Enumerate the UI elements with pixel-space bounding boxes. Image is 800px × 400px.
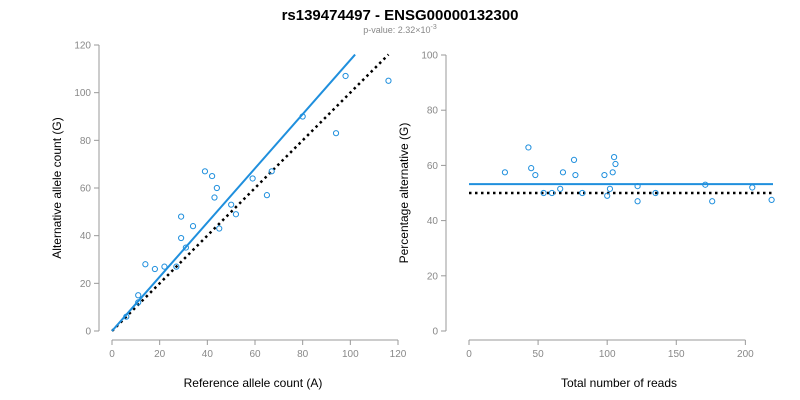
data-point [702,181,709,188]
data-point [540,189,547,197]
data-point [548,189,556,197]
y-tick-label: 80 [80,136,92,147]
data-point [559,169,567,176]
data-point [178,234,185,242]
x-tick-label: 100 [342,349,359,360]
data-point [532,171,539,179]
data-point [178,213,185,220]
data-point [249,175,256,182]
data-point [557,185,564,192]
x-tick-label: 80 [297,349,309,360]
data-point [332,130,340,137]
y-tick-label: 0 [432,327,438,338]
x-axis-title: Total number of reads [561,376,677,390]
y-tick-label: 80 [427,106,439,117]
y-tick-label: 40 [80,231,92,242]
y-tick-label: 20 [80,279,92,290]
data-point [161,263,168,270]
data-point [612,160,619,168]
x-tick-label: 200 [737,349,754,360]
y-tick-label: 120 [74,41,91,52]
x-tick-label: 50 [533,349,545,360]
data-point [609,169,616,176]
data-point [570,156,578,163]
y-axis-title: Percentage alternative (G) [397,123,411,264]
data-point [142,261,149,268]
data-point [604,192,611,199]
data-point [135,292,142,299]
data-point [211,194,218,201]
data-point [182,244,189,251]
data-point [610,154,618,161]
y-tick-label: 60 [80,184,92,195]
data-point [634,183,641,190]
data-point [123,313,130,320]
data-point [228,201,235,208]
x-tick-label: 60 [249,349,261,360]
data-point [601,171,608,179]
x-tick-label: 40 [202,349,214,360]
data-point [634,198,641,205]
chart-title: rs139474497 - ENSG00000132300 [282,7,519,24]
chart-subtitle: p-value: 2.32×10-3 [363,24,437,35]
data-point [768,196,775,203]
data-point [749,184,756,191]
subtitle-prefix: p-value: 2.32×10 [363,25,430,35]
y-axis-title: Alternative allele count (G) [50,117,64,258]
data-point [572,171,579,179]
y-tick-label: 0 [85,327,91,338]
data-point [263,192,271,199]
x-tick-label: 150 [668,349,685,360]
data-point [189,223,197,230]
y-tick-label: 60 [427,161,439,172]
fit-line [111,53,356,332]
data-point [528,165,535,172]
data-point [299,113,306,120]
subtitle-exponent: -3 [431,24,437,31]
data-point [201,168,209,175]
panel-percentage: 0 50 100 150 200 0 20 40 60 80 100 Total number of … [397,51,775,390]
y-tick-label: 100 [74,88,91,99]
data-point [268,168,275,175]
y-tick-label: 20 [427,271,439,282]
x-tick-label: 20 [154,349,166,360]
data-point [173,263,180,270]
data-point [579,189,586,197]
data-point [151,265,158,273]
data-point [606,185,614,192]
y-tick-label: 100 [421,51,438,62]
x-tick-label: 100 [599,349,616,360]
data-point [213,184,220,192]
x-tick-label: 0 [109,349,115,360]
data-point [135,299,142,306]
data-point [709,198,716,205]
data-point [209,172,216,180]
x-tick-label: 120 [390,349,407,360]
panel-allele-counts: 0 20 40 60 80 100 120 0 20 40 60 80 100 120 Reference … [50,41,407,391]
data-point [232,211,240,218]
x-tick-label: 0 [466,349,472,360]
reference-line [111,53,390,332]
data-point [385,77,392,84]
data-point [652,189,659,197]
y-tick-label: 40 [427,216,439,227]
data-point [216,225,223,232]
data-point [501,169,509,176]
x-axis-title: Reference allele count (A) [184,376,323,390]
data-point [525,144,532,151]
data-point [342,72,349,80]
